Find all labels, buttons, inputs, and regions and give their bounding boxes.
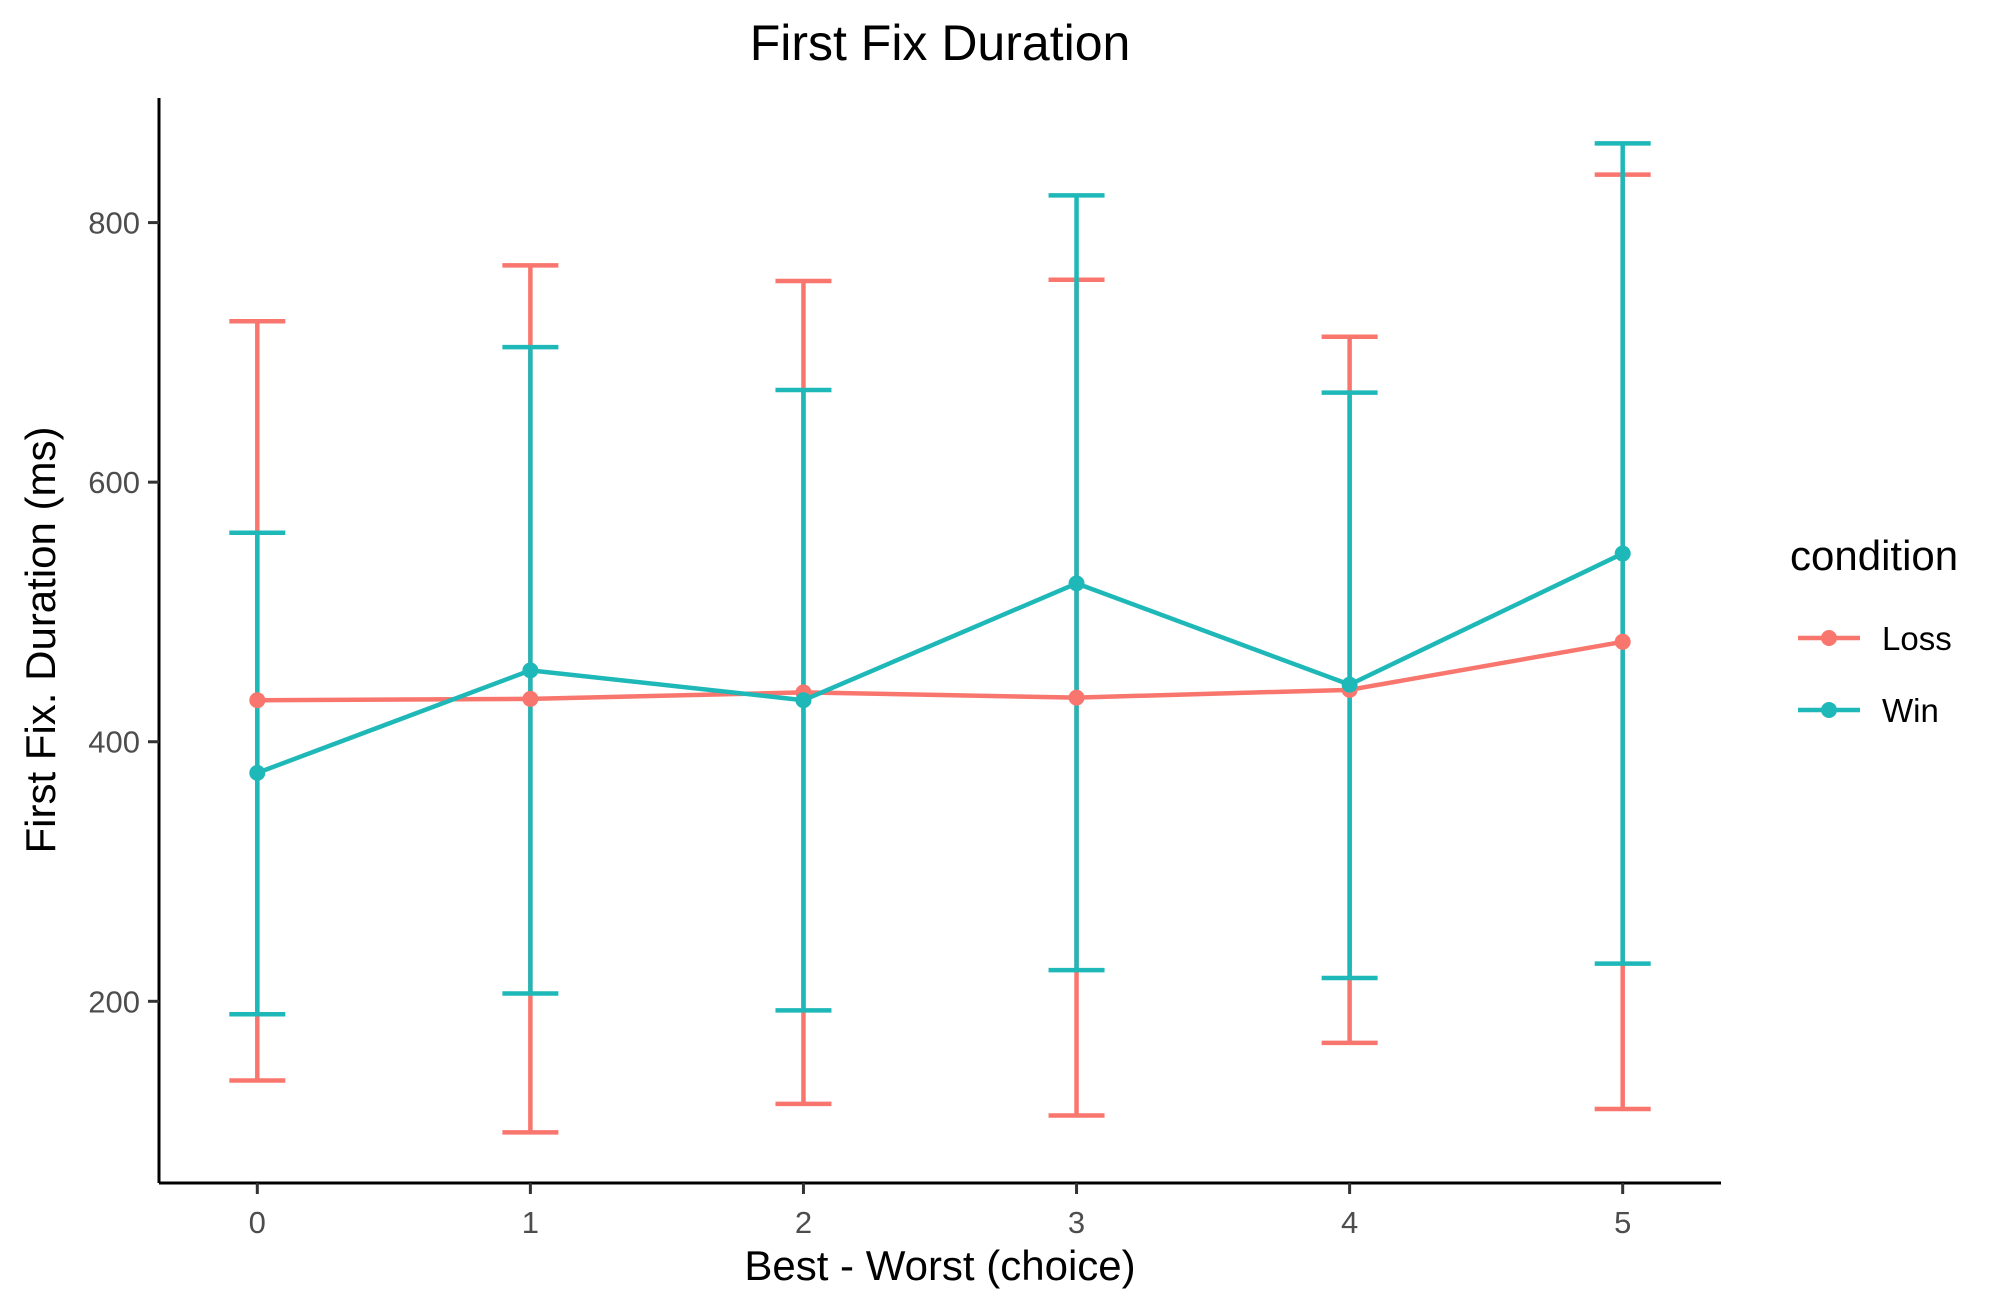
x-tick-label: 0 bbox=[249, 1205, 266, 1240]
y-tick-label: 400 bbox=[88, 725, 140, 760]
legend-item-loss: Loss bbox=[1798, 620, 1952, 657]
y-axis-ticks: 200 400 600 800 bbox=[88, 206, 159, 1019]
x-axis-ticks: 0 1 2 3 4 5 bbox=[249, 1183, 1631, 1240]
series-win bbox=[249, 545, 1631, 781]
y-tick-label: 800 bbox=[88, 206, 140, 241]
data-point-loss-5 bbox=[1614, 633, 1631, 650]
legend-label: Win bbox=[1882, 692, 1939, 729]
y-tick-label: 600 bbox=[88, 465, 140, 500]
errorbars-loss bbox=[229, 172, 1651, 1135]
plot-area bbox=[229, 141, 1651, 1135]
legend-item-win: Win bbox=[1798, 692, 1939, 729]
legend-title: condition bbox=[1790, 532, 1958, 579]
x-axis-title: Best - Worst (choice) bbox=[744, 1242, 1135, 1289]
x-tick-label: 5 bbox=[1614, 1205, 1631, 1240]
y-tick-label: 200 bbox=[88, 984, 140, 1019]
series-line-win bbox=[256, 551, 1624, 775]
x-tick-label: 1 bbox=[522, 1205, 539, 1240]
chart-title: First Fix Duration bbox=[750, 15, 1131, 71]
data-point-win-3 bbox=[1068, 575, 1085, 592]
data-point-win-4 bbox=[1341, 676, 1358, 693]
legend-label: Loss bbox=[1882, 620, 1952, 657]
series-loss bbox=[249, 633, 1631, 709]
data-point-win-1 bbox=[522, 662, 539, 679]
x-tick-label: 4 bbox=[1341, 1205, 1358, 1240]
x-tick-label: 2 bbox=[795, 1205, 812, 1240]
legend: condition Loss Win bbox=[1790, 532, 1958, 729]
data-point-win-2 bbox=[795, 692, 812, 709]
data-point-loss-1 bbox=[522, 690, 539, 707]
legend-key-point bbox=[1821, 702, 1837, 718]
errorbars-win bbox=[229, 141, 1651, 1017]
series-line-loss bbox=[257, 639, 1624, 703]
data-point-loss-3 bbox=[1068, 689, 1085, 706]
data-point-win-5 bbox=[1614, 545, 1631, 562]
y-axis-title: First Fix. Duration (ms) bbox=[17, 426, 64, 853]
x-tick-label: 3 bbox=[1068, 1205, 1085, 1240]
legend-key-point bbox=[1821, 630, 1837, 646]
data-point-loss-0 bbox=[249, 692, 266, 709]
data-point-win-0 bbox=[249, 764, 266, 781]
